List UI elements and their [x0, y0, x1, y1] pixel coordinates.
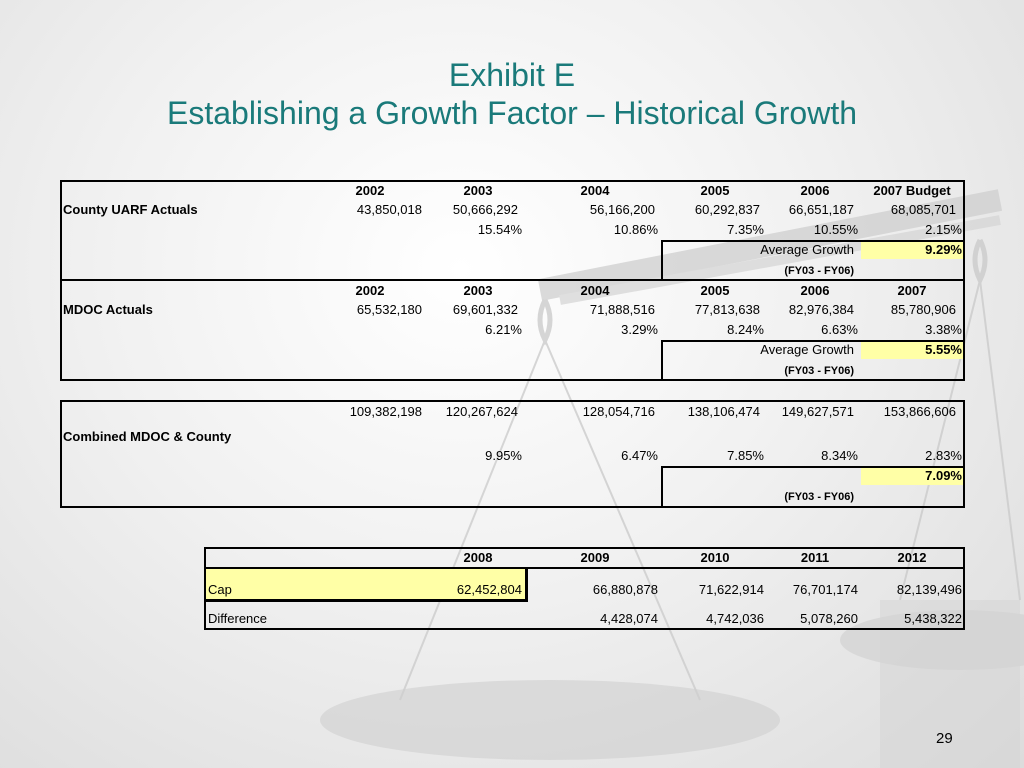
- combined-growth: 6.47%: [621, 448, 658, 463]
- combined-growth: 7.85%: [727, 448, 764, 463]
- county-row-label: County UARF Actuals: [63, 202, 198, 217]
- difference-row-label: Difference: [208, 611, 268, 626]
- county-growth: 7.35%: [727, 222, 764, 237]
- mdoc-year: 2007: [897, 283, 927, 298]
- combined-growth: 9.95%: [485, 448, 522, 463]
- difference-value: 4,428,074: [600, 611, 658, 626]
- cap-value: 76,701,174: [792, 582, 858, 597]
- county-year-2006: 2006: [800, 183, 830, 198]
- combined-avg-value: 7.09%: [925, 468, 962, 483]
- county-value: 56,166,200: [589, 202, 655, 217]
- mdoc-avg-value: 5.55%: [925, 342, 962, 357]
- mdoc-value: 85,780,906: [890, 302, 956, 317]
- combined-value: 109,382,198: [349, 404, 422, 419]
- mdoc-year: 2004: [580, 283, 610, 298]
- county-avg-label: Average Growth: [760, 242, 854, 257]
- mdoc-avg-label: Average Growth: [760, 342, 854, 357]
- combined-period: (FY03 - FY06): [784, 491, 854, 503]
- county-period: (FY03 - FY06): [784, 265, 854, 277]
- mdoc-growth: 3.29%: [621, 322, 658, 337]
- difference-value: 5,078,260: [800, 611, 858, 626]
- county-year-2003: 2003: [463, 183, 493, 198]
- county-value: 50,666,292: [452, 202, 518, 217]
- county-value: 43,850,018: [356, 202, 422, 217]
- cap-value: 66,880,878: [592, 582, 658, 597]
- difference-value: 4,742,036: [706, 611, 764, 626]
- county-growth: 10.86%: [613, 222, 658, 237]
- county-year-2002: 2002: [355, 183, 385, 198]
- mdoc-growth: 6.21%: [485, 322, 522, 337]
- projection-year: 2009: [580, 550, 610, 565]
- projection-year: 2011: [800, 550, 830, 565]
- mdoc-value: 77,813,638: [694, 302, 760, 317]
- combined-table: [60, 400, 965, 508]
- county-growth: 15.54%: [477, 222, 522, 237]
- county-value: 60,292,837: [694, 202, 760, 217]
- combined-value: 120,267,624: [445, 404, 518, 419]
- page-number: 29: [936, 730, 953, 747]
- cap-row-label: Cap: [208, 582, 232, 597]
- mdoc-growth: 8.24%: [727, 322, 764, 337]
- county-year-2007: 2007 Budget: [873, 183, 951, 198]
- county-value: 66,651,187: [788, 202, 854, 217]
- combined-value: 128,054,716: [582, 404, 655, 419]
- combined-growth: 2.83%: [925, 448, 962, 463]
- mdoc-growth: 6.63%: [821, 322, 858, 337]
- mdoc-value: 82,976,384: [788, 302, 854, 317]
- projection-table: [204, 547, 965, 630]
- page-title: Exhibit E Establishing a Growth Factor –…: [166, 57, 858, 131]
- cap-value: 62,452,804: [456, 582, 522, 597]
- mdoc-value: 69,601,332: [452, 302, 518, 317]
- cap-value: 82,139,496: [896, 582, 962, 597]
- mdoc-period: (FY03 - FY06): [784, 365, 854, 377]
- county-value: 68,085,701: [890, 202, 956, 217]
- combined-growth: 8.34%: [821, 448, 858, 463]
- difference-value: 5,438,322: [904, 611, 962, 626]
- combined-value: 149,627,571: [781, 404, 854, 419]
- combined-row-label: Combined MDOC & County: [63, 429, 232, 444]
- mdoc-year: 2006: [800, 283, 830, 298]
- mdoc-year: 2005: [700, 283, 730, 298]
- mdoc-year: 2003: [463, 283, 493, 298]
- mdoc-year: 2002: [355, 283, 385, 298]
- county-year-2005: 2005: [700, 183, 730, 198]
- combined-value: 138,106,474: [687, 404, 760, 419]
- mdoc-value: 71,888,516: [589, 302, 655, 317]
- mdoc-growth: 3.38%: [925, 322, 962, 337]
- mdoc-value: 65,532,180: [356, 302, 422, 317]
- county-avg-value: 9.29%: [925, 242, 962, 257]
- projection-year: 2010: [700, 550, 730, 565]
- combined-value: 153,866,606: [883, 404, 956, 419]
- county-growth: 10.55%: [813, 222, 858, 237]
- county-year-2004: 2004: [580, 183, 610, 198]
- cap-value: 71,622,914: [698, 582, 764, 597]
- projection-year: 2012: [897, 550, 927, 565]
- county-growth: 2.15%: [925, 222, 962, 237]
- projection-year: 2008: [463, 550, 493, 565]
- mdoc-row-label: MDOC Actuals: [63, 302, 153, 317]
